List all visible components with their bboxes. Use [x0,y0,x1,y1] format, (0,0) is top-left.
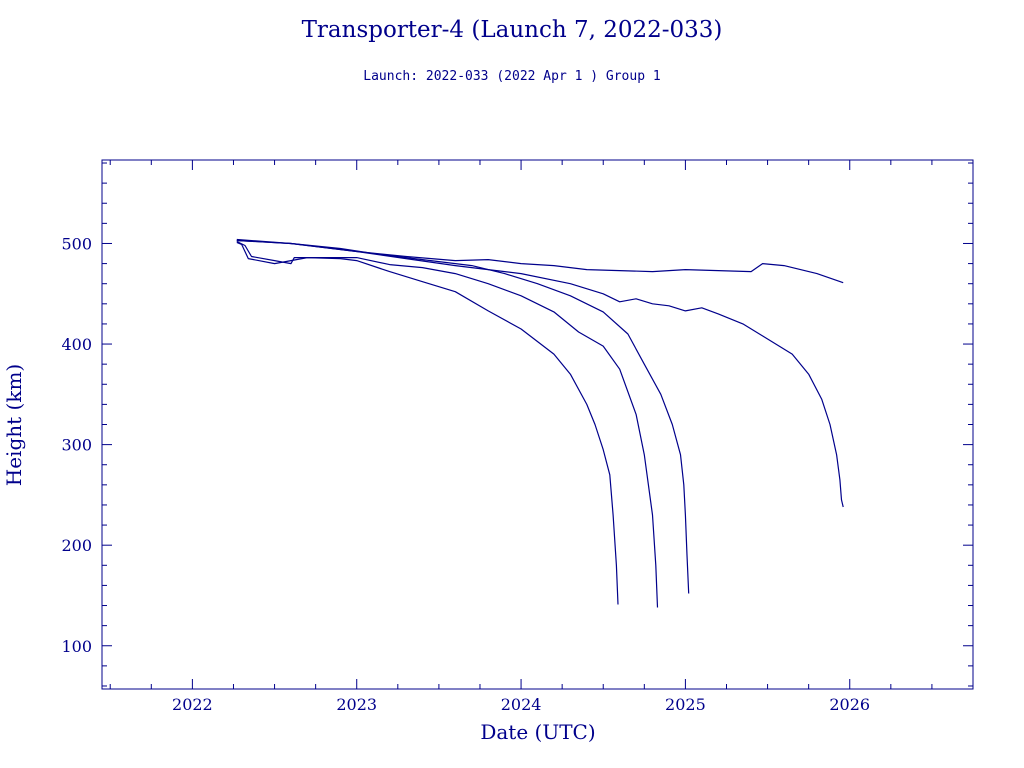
y-tick-label: 200 [61,536,92,555]
x-tick-label: 2023 [336,695,377,714]
tick-labels: 2022 2023 2024 2025 2026 100 200 300 400 500 [61,234,870,714]
series-line-1 [236,241,619,605]
x-axis-label: Date (UTC) [480,720,595,744]
series-line-3 [236,239,690,594]
axis-ticks [102,160,974,689]
x-tick-label: 2025 [665,695,706,714]
plot-frame [101,159,974,690]
y-tick-label: 500 [61,234,92,253]
chart-subtitle: Launch: 2022-033 (2022 Apr 1 ) Group 1 [363,69,660,84]
y-axis-label: Height (km) [2,364,26,486]
x-tick-label: 2024 [501,695,542,714]
series-line-4 [236,239,844,508]
series-line-5 [236,238,844,284]
y-tick-label: 400 [61,335,92,354]
series-line-2 [236,240,659,608]
series-group [236,238,844,608]
x-tick-label: 2026 [829,695,870,714]
x-tick-label: 2022 [172,695,213,714]
y-tick-label: 100 [61,637,92,656]
y-tick-label: 300 [61,436,92,455]
chart-title: Transporter-4 (Launch 7, 2022-033) [302,17,723,43]
